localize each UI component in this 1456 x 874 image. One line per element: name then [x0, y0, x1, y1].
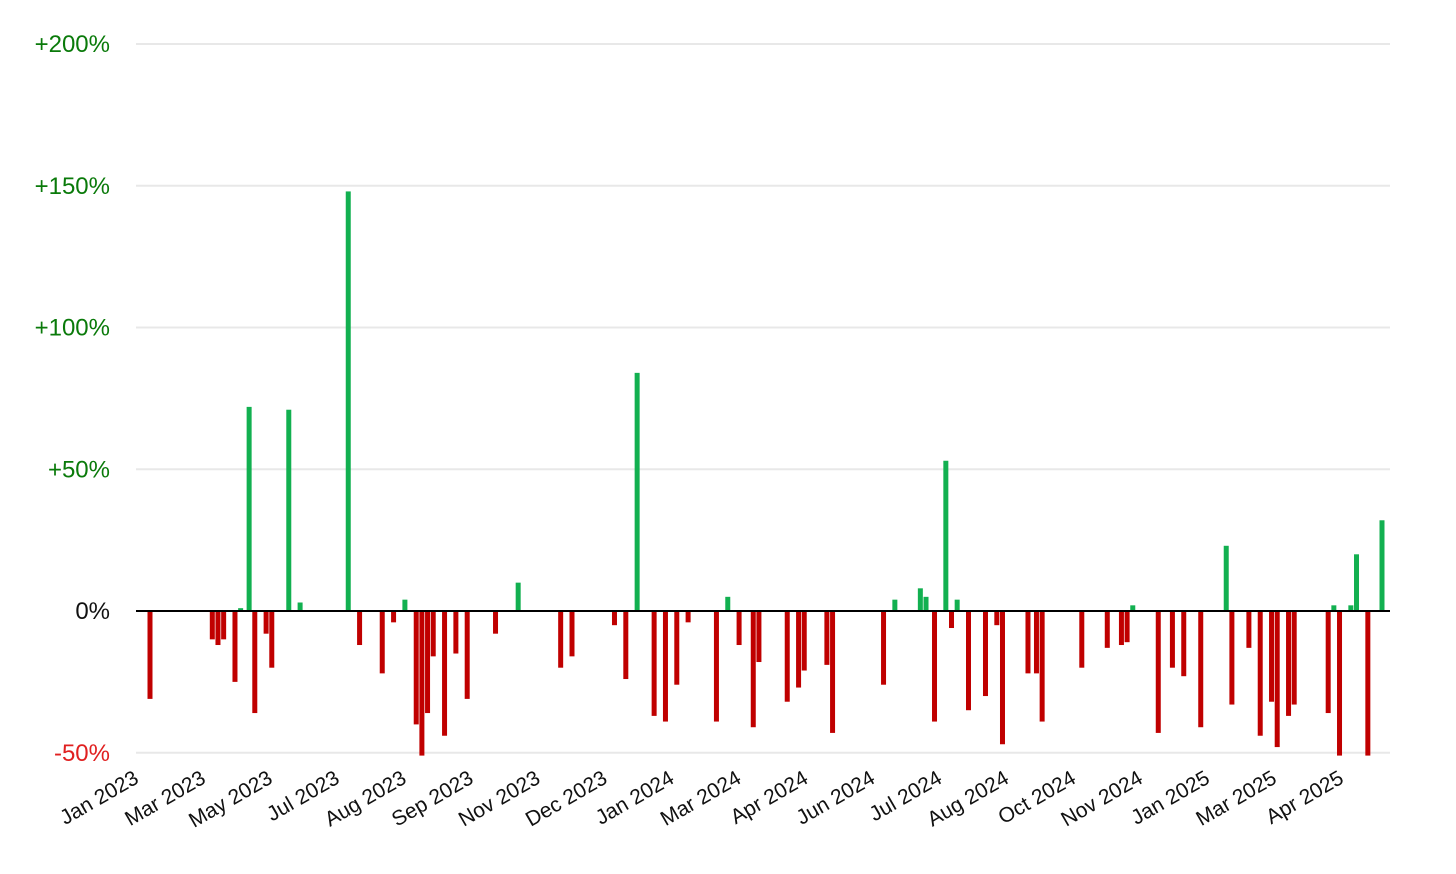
bar — [1181, 611, 1187, 677]
bar — [493, 611, 499, 634]
bar — [1331, 605, 1337, 611]
bar — [1130, 605, 1136, 611]
bar — [917, 588, 923, 611]
bar — [1286, 611, 1292, 716]
bar — [713, 611, 719, 722]
bar — [1274, 611, 1280, 748]
bar — [263, 611, 269, 634]
bar — [442, 611, 448, 736]
bar — [674, 611, 680, 685]
bar — [209, 611, 215, 640]
bar — [1223, 545, 1229, 611]
gridlines — [136, 43, 1390, 754]
bar — [685, 611, 691, 623]
bar — [1118, 611, 1124, 646]
bar — [756, 611, 762, 663]
bar — [1169, 611, 1175, 668]
bar — [999, 611, 1005, 745]
bar — [558, 611, 564, 668]
bar — [1229, 611, 1235, 705]
bar — [286, 409, 292, 611]
bar — [611, 611, 617, 626]
x-tick-label: Apr 2025 — [1262, 766, 1347, 829]
bar — [784, 611, 790, 702]
bar — [252, 611, 258, 714]
bar — [796, 611, 802, 688]
bar — [736, 611, 742, 646]
bar — [269, 611, 275, 668]
bar — [419, 611, 425, 756]
bar — [651, 611, 657, 716]
bar — [932, 611, 938, 722]
bar — [345, 191, 351, 612]
bar — [954, 599, 960, 611]
bar — [1155, 611, 1161, 733]
bars — [147, 191, 1385, 756]
bar — [892, 599, 898, 611]
bar — [515, 582, 521, 611]
y-tick-label: -50% — [54, 740, 110, 767]
bar — [881, 611, 887, 685]
bar — [1269, 611, 1275, 702]
y-tick-label: +100% — [35, 315, 110, 342]
y-tick-label: 0% — [75, 598, 110, 625]
bar — [1365, 611, 1371, 756]
y-tick-label: +50% — [48, 456, 110, 483]
y-axis-tick-labels: -50% 0% +50% +100% +150% +200% — [35, 31, 110, 767]
bar — [1104, 611, 1110, 648]
bar — [379, 611, 385, 674]
bar — [923, 596, 929, 612]
bar — [1257, 611, 1263, 736]
bar — [1039, 611, 1045, 722]
bar — [147, 611, 153, 699]
bar — [357, 611, 363, 646]
y-tick-label: +200% — [35, 31, 110, 58]
bar — [215, 611, 221, 646]
bar — [1025, 611, 1031, 674]
bar — [464, 611, 470, 699]
bar — [1348, 605, 1354, 611]
bar — [569, 611, 575, 657]
bar — [634, 372, 640, 611]
bar — [949, 611, 955, 629]
bar — [1033, 611, 1039, 674]
bar — [662, 611, 668, 722]
bar — [246, 406, 252, 611]
bar — [1291, 611, 1297, 705]
bar — [238, 608, 244, 611]
bar — [1198, 611, 1204, 728]
bar — [1354, 554, 1360, 611]
bar — [1379, 520, 1385, 611]
bar — [413, 611, 419, 725]
bar — [221, 611, 227, 640]
bar — [453, 611, 459, 654]
bar — [391, 611, 397, 623]
bar — [232, 611, 238, 682]
y-tick-label: +150% — [35, 173, 110, 200]
bar — [1325, 611, 1331, 714]
bar — [425, 611, 431, 714]
bar — [994, 611, 1000, 626]
bar — [966, 611, 971, 711]
bar — [830, 611, 836, 733]
bar — [402, 599, 408, 611]
bar — [1337, 611, 1343, 756]
bar — [982, 611, 988, 697]
bar — [801, 611, 807, 671]
bar — [297, 602, 303, 611]
bar — [750, 611, 756, 728]
bar — [824, 611, 830, 665]
bar — [1079, 611, 1085, 668]
bar — [1246, 611, 1252, 648]
bar — [623, 611, 629, 680]
bar — [430, 611, 436, 657]
bar — [725, 596, 731, 612]
bar — [943, 460, 949, 611]
bar — [1124, 611, 1130, 643]
